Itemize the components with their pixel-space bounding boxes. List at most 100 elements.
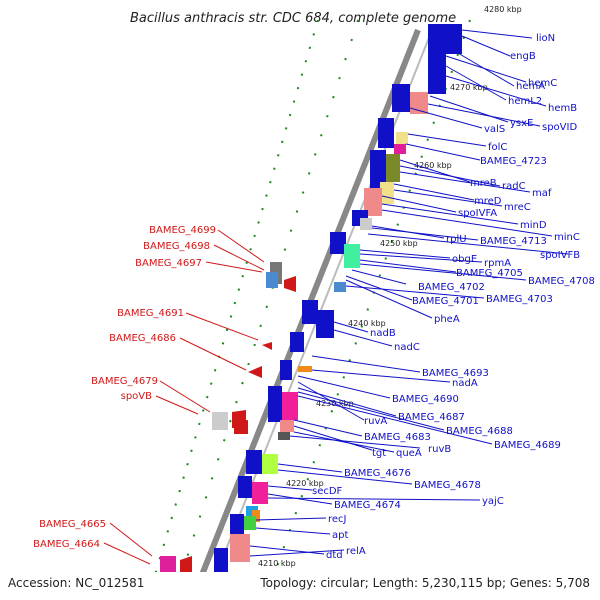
gene-label[interactable]: BAMEG_4690 bbox=[392, 394, 459, 405]
gene-block bbox=[392, 84, 410, 112]
gene-arrow bbox=[248, 366, 262, 378]
gene-block bbox=[410, 92, 428, 114]
gene-label[interactable]: apt bbox=[332, 530, 348, 541]
gene-label[interactable]: BAMEG_4691 bbox=[117, 308, 184, 319]
inner-dot-track bbox=[267, 19, 471, 593]
gene-block bbox=[280, 420, 294, 432]
gene-label[interactable]: BAMEG_4713 bbox=[480, 236, 547, 247]
gene-label[interactable]: hemA bbox=[516, 81, 545, 92]
kbp-tick-label: 4270 kbp bbox=[450, 83, 488, 92]
gene-block bbox=[278, 432, 290, 440]
kbp-tick-label: 4220 kbp bbox=[286, 479, 324, 488]
gene-label[interactable]: rplU bbox=[446, 234, 467, 245]
gene-label[interactable]: recJ bbox=[328, 514, 347, 525]
gene-label[interactable]: pheA bbox=[434, 314, 460, 325]
gene-label[interactable]: ysxE bbox=[510, 118, 533, 129]
reverse-leader-lines bbox=[103, 229, 265, 565]
gene-label[interactable]: BAMEG_4723 bbox=[480, 156, 547, 167]
gene-label[interactable]: valS bbox=[484, 124, 505, 135]
topology-text: Topology: circular; Length: 5,230,115 bp… bbox=[259, 576, 590, 590]
gene-label[interactable]: BAMEG_4689 bbox=[494, 440, 561, 451]
gene-label[interactable]: minC bbox=[554, 232, 580, 243]
gene-label[interactable]: BAMEG_4702 bbox=[418, 282, 485, 293]
gene-block bbox=[370, 150, 386, 190]
kbp-tick-label: 4240 kbp bbox=[348, 319, 386, 328]
gene-block bbox=[380, 182, 394, 204]
gene-label[interactable]: BAMEG_4708 bbox=[528, 276, 595, 287]
gene-block bbox=[378, 118, 394, 148]
forward-strand-genes bbox=[208, 24, 462, 598]
gene-label[interactable]: nadC bbox=[394, 342, 420, 353]
gene-block bbox=[280, 360, 292, 380]
gene-label[interactable]: minD bbox=[520, 220, 547, 231]
gene-label[interactable]: BAMEG_4701 bbox=[412, 296, 479, 307]
gene-arrow bbox=[234, 420, 248, 434]
gene-block bbox=[244, 516, 256, 530]
gene-label[interactable]: spoVB bbox=[121, 391, 153, 402]
gene-label[interactable]: ruvA bbox=[364, 416, 387, 427]
gene-label[interactable]: rpmA bbox=[484, 258, 511, 269]
gene-label[interactable]: hemL2 bbox=[508, 96, 542, 107]
gene-block bbox=[238, 476, 252, 498]
gene-label[interactable]: relA bbox=[346, 546, 366, 557]
gene-block bbox=[212, 412, 228, 430]
map-title: Bacillus anthracis str. CDC 684, complet… bbox=[130, 11, 456, 26]
gene-arrow bbox=[284, 276, 296, 292]
gene-label[interactable]: obgE bbox=[452, 254, 477, 265]
gene-label[interactable]: BAMEG_4664 bbox=[33, 539, 100, 550]
gene-label[interactable]: BAMEG_4686 bbox=[109, 333, 176, 344]
gene-label[interactable]: lioN bbox=[536, 33, 555, 44]
gene-label[interactable]: yajC bbox=[482, 496, 504, 507]
gene-label[interactable]: BAMEG_4698 bbox=[143, 241, 210, 252]
gene-label[interactable]: hemB bbox=[548, 103, 577, 114]
footer-bar bbox=[0, 572, 600, 600]
gene-label[interactable]: secDF bbox=[312, 486, 343, 497]
gene-label[interactable]: nadA bbox=[452, 378, 478, 389]
gene-label[interactable]: spoVID bbox=[542, 122, 577, 133]
gene-label[interactable]: engB bbox=[510, 51, 536, 62]
gene-label[interactable]: BAMEG_4705 bbox=[456, 268, 523, 279]
gene-label[interactable]: spoIVFA bbox=[458, 208, 497, 219]
gene-label[interactable]: folC bbox=[488, 142, 507, 153]
gene-block bbox=[252, 482, 268, 504]
forward-leader-lines bbox=[249, 29, 569, 557]
gene-label[interactable]: mreC bbox=[504, 202, 531, 213]
gene-block bbox=[386, 154, 400, 182]
gene-block bbox=[428, 24, 446, 94]
gene-label[interactable]: queA bbox=[396, 448, 422, 459]
gene-label[interactable]: mreD bbox=[474, 196, 502, 207]
outer-dot-track bbox=[149, 19, 319, 593]
gene-block bbox=[396, 132, 408, 144]
gene-label[interactable]: BAMEG_4699 bbox=[149, 225, 216, 236]
gene-label[interactable]: ruvB bbox=[428, 444, 451, 455]
kbp-tick-label: 4280 kbp bbox=[484, 5, 522, 14]
gene-block bbox=[268, 386, 282, 422]
gene-block bbox=[298, 366, 312, 372]
gene-label[interactable]: BAMEG_4683 bbox=[364, 432, 431, 443]
gene-label[interactable]: BAMEG_4679 bbox=[91, 376, 158, 387]
gene-label[interactable]: BAMEG_4688 bbox=[446, 426, 513, 437]
gene-label[interactable]: BAMEG_4693 bbox=[422, 368, 489, 379]
gene-label[interactable]: nadB bbox=[370, 328, 396, 339]
kbp-tick-label: 4260 kbp bbox=[414, 161, 452, 170]
kbp-tick-label: 4210 kbp bbox=[258, 559, 296, 568]
gene-label[interactable]: tgt bbox=[372, 448, 386, 459]
gene-label[interactable]: spoIVFB bbox=[540, 250, 580, 261]
gene-label[interactable]: maf bbox=[532, 188, 552, 199]
gene-block bbox=[360, 218, 372, 230]
gene-label[interactable]: mreB bbox=[470, 178, 497, 189]
gene-label[interactable]: BAMEG_4703 bbox=[486, 294, 553, 305]
gene-label[interactable]: BAMEG_4665 bbox=[39, 519, 106, 530]
gene-block bbox=[290, 332, 304, 352]
gene-label[interactable]: BAMEG_4678 bbox=[414, 480, 481, 491]
gene-block bbox=[334, 282, 346, 292]
gene-block bbox=[160, 556, 176, 574]
gene-label[interactable]: BAMEG_4676 bbox=[344, 468, 411, 479]
gene-label[interactable]: BAMEG_4687 bbox=[398, 412, 465, 423]
gene-block bbox=[230, 534, 250, 562]
gene-label[interactable]: BAMEG_4697 bbox=[135, 258, 202, 269]
gene-label[interactable]: radC bbox=[502, 181, 526, 192]
gene-label[interactable]: dtd bbox=[326, 550, 343, 561]
gene-label[interactable]: BAMEG_4674 bbox=[334, 500, 401, 511]
gene-label[interactable]: hemC bbox=[528, 78, 557, 89]
